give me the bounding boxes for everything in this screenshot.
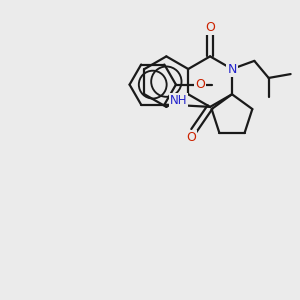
Text: O: O xyxy=(205,21,215,34)
Text: O: O xyxy=(186,131,196,144)
Text: O: O xyxy=(195,78,205,91)
Text: N: N xyxy=(227,62,237,76)
Text: NH: NH xyxy=(170,94,188,106)
